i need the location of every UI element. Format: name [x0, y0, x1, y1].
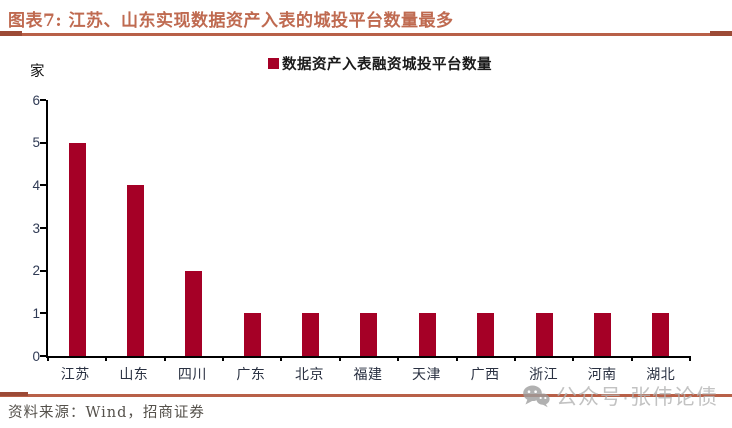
y-axis-tick: [40, 227, 46, 229]
bar-slot: [515, 100, 573, 356]
x-axis-category-label: 江苏: [60, 366, 90, 382]
y-axis-tick: [40, 141, 46, 144]
x-axis-tick: [47, 356, 49, 361]
x-axis-tick: [280, 356, 283, 361]
x-axis-labels: 江苏 山东 四川 广东 北京 福建 天津 广西 浙江 河南 湖北: [46, 364, 690, 384]
x-axis-category-label: 广东: [236, 366, 266, 382]
x-axis-category-label: 河南: [587, 366, 617, 382]
plot-area: 0 1 2 3 4 5 6: [32, 93, 691, 362]
bar-四川: [185, 270, 203, 356]
bar-福建: [360, 313, 378, 356]
bars-row: [48, 100, 690, 356]
bar-slot: [48, 100, 106, 356]
x-axis-tick: [513, 356, 516, 361]
y-axis-tick: [40, 312, 46, 315]
bar-山东: [127, 185, 145, 356]
y-axis-tick: [40, 99, 46, 101]
y-axis-tick-label: 0: [32, 348, 40, 364]
x-axis-tick: [689, 356, 691, 361]
bar-slot: [106, 100, 164, 356]
x-axis-tick: [455, 356, 458, 361]
bar-河南: [593, 313, 611, 356]
x-axis-tick: [163, 356, 166, 361]
wechat-icon: [523, 385, 550, 408]
bar-天津: [418, 313, 436, 356]
watermark: 公众号·张伟论债: [522, 381, 718, 411]
x-axis-tick: [397, 356, 400, 361]
legend-label: 数据资产入表融资城投平台数量: [282, 57, 492, 73]
y-axis-tick: [40, 355, 46, 357]
bar-slot: [457, 100, 515, 356]
bar-slot: [281, 100, 339, 356]
x-axis-category-label: 北京: [294, 366, 324, 382]
x-axis-tick: [338, 356, 341, 361]
y-axis-tick-label: 4: [32, 177, 40, 193]
y-axis-unit-label: 家: [30, 64, 45, 80]
bar-slot: [398, 100, 456, 356]
x-axis-tick: [572, 356, 575, 361]
bar-湖北: [652, 313, 670, 356]
x-axis-tick: [630, 356, 633, 361]
legend: 数据资产入表融资城投平台数量: [0, 53, 732, 74]
chart-title: 图表7: 江苏、山东实现数据资产入表的城投平台数量最多: [8, 11, 454, 31]
title-divider-cap-left: [0, 31, 22, 36]
x-axis-category-label: 广西: [470, 366, 500, 382]
y-axis-tick-label: 1: [32, 305, 40, 321]
bar-广西: [477, 313, 495, 356]
title-divider: [0, 33, 732, 36]
x-axis-category-label: 天津: [412, 366, 442, 382]
x-axis-tick: [105, 356, 108, 361]
x-axis-category-label: 浙江: [529, 366, 559, 382]
bar-slot: [632, 100, 690, 356]
title-divider-cap-right: [710, 31, 732, 36]
x-axis-category-label: 四川: [177, 366, 207, 382]
y-axis-tick-label: 3: [32, 220, 40, 236]
watermark-text: 公众号·张伟论债: [556, 386, 718, 409]
bar-slot: [573, 100, 631, 356]
bar-slot: [165, 100, 223, 356]
x-axis-tick: [222, 356, 225, 361]
bar-广东: [243, 313, 261, 356]
y-axis-tick: [40, 269, 46, 272]
x-axis-category-label: 湖北: [646, 366, 676, 382]
bar-slot: [340, 100, 398, 356]
bar-江苏: [68, 142, 86, 356]
footer-divider-cap: [0, 392, 28, 396]
x-axis-category-label: 山东: [119, 366, 149, 382]
source-note: 资料来源：Wind，招商证券: [8, 405, 205, 421]
legend-marker-square: [268, 58, 279, 69]
bar-slot: [223, 100, 281, 356]
y-axis-tick-label: 2: [32, 262, 40, 278]
bar-北京: [302, 313, 320, 356]
x-axis-category-label: 福建: [353, 366, 383, 382]
y-axis-tick: [40, 184, 46, 187]
y-axis-tick-label: 6: [32, 92, 40, 108]
footer-divider: [0, 394, 732, 397]
bar-浙江: [535, 313, 553, 356]
y-axis-tick-label: 5: [32, 134, 40, 150]
